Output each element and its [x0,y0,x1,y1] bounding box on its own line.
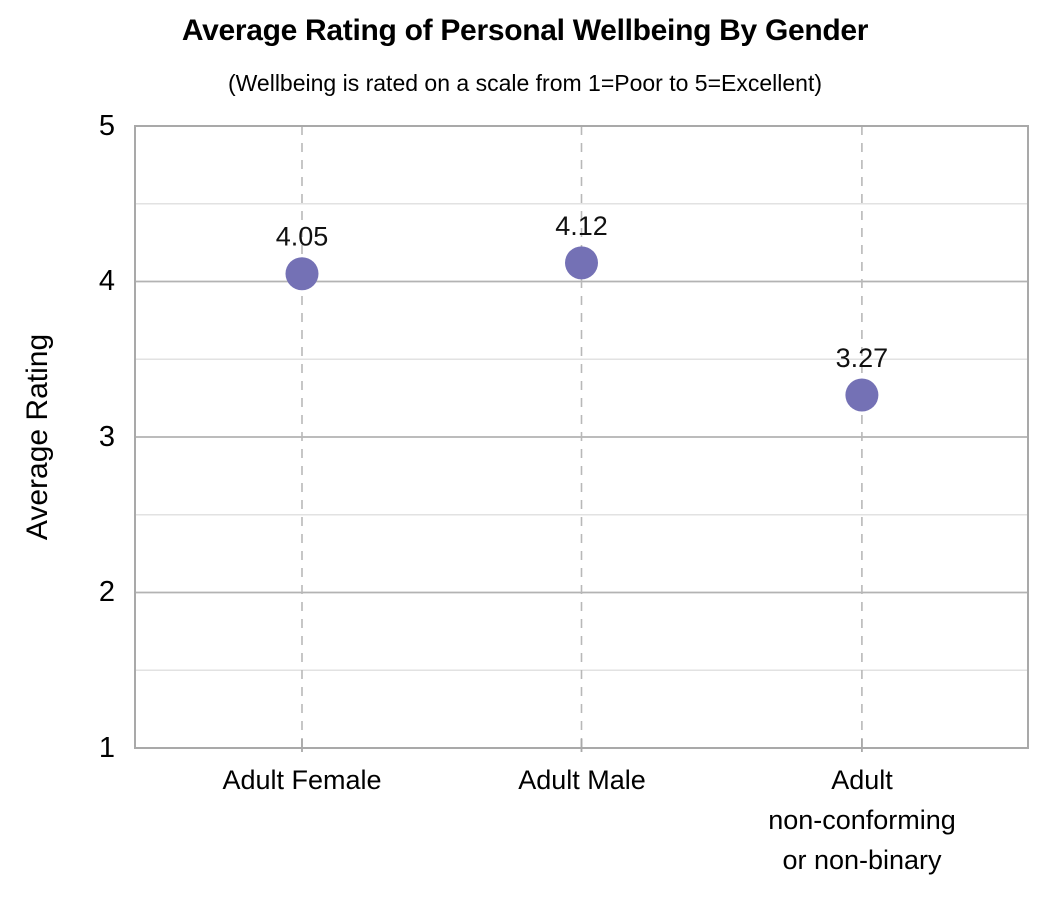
data-point-label: 4.05 [276,222,329,252]
data-point [565,246,598,280]
x-category-line: Adult [831,765,893,795]
plot-border [134,125,1029,749]
x-category-label-adult-male: Adult Male [412,760,752,800]
x-category-line: Adult Male [518,765,646,795]
y-tick-label-4: 4 [98,265,115,297]
data-point-label: 4.12 [555,211,608,241]
data-point [845,378,879,412]
chart-subtitle: (Wellbeing is rated on a scale from 1=Po… [227,70,823,96]
y-tick-label-1: 1 [98,732,115,764]
x-category-line: non-conforming [768,805,956,835]
x-category-line: Adult Female [222,765,382,795]
x-category-label-adult-nonconforming-nonbinary: Adult non-conforming or non-binary [692,760,1032,880]
y-tick-label-5: 5 [98,110,115,142]
y-tick-label-3: 3 [98,421,115,453]
x-category-label-adult-female: Adult Female [132,760,472,800]
chart-title: Average Rating of Personal Wellbeing By … [181,14,869,47]
data-point-label: 3.27 [836,343,889,373]
x-category-line: or non-binary [782,845,942,875]
y-tick-label-2: 2 [98,576,115,608]
data-point [285,257,319,291]
